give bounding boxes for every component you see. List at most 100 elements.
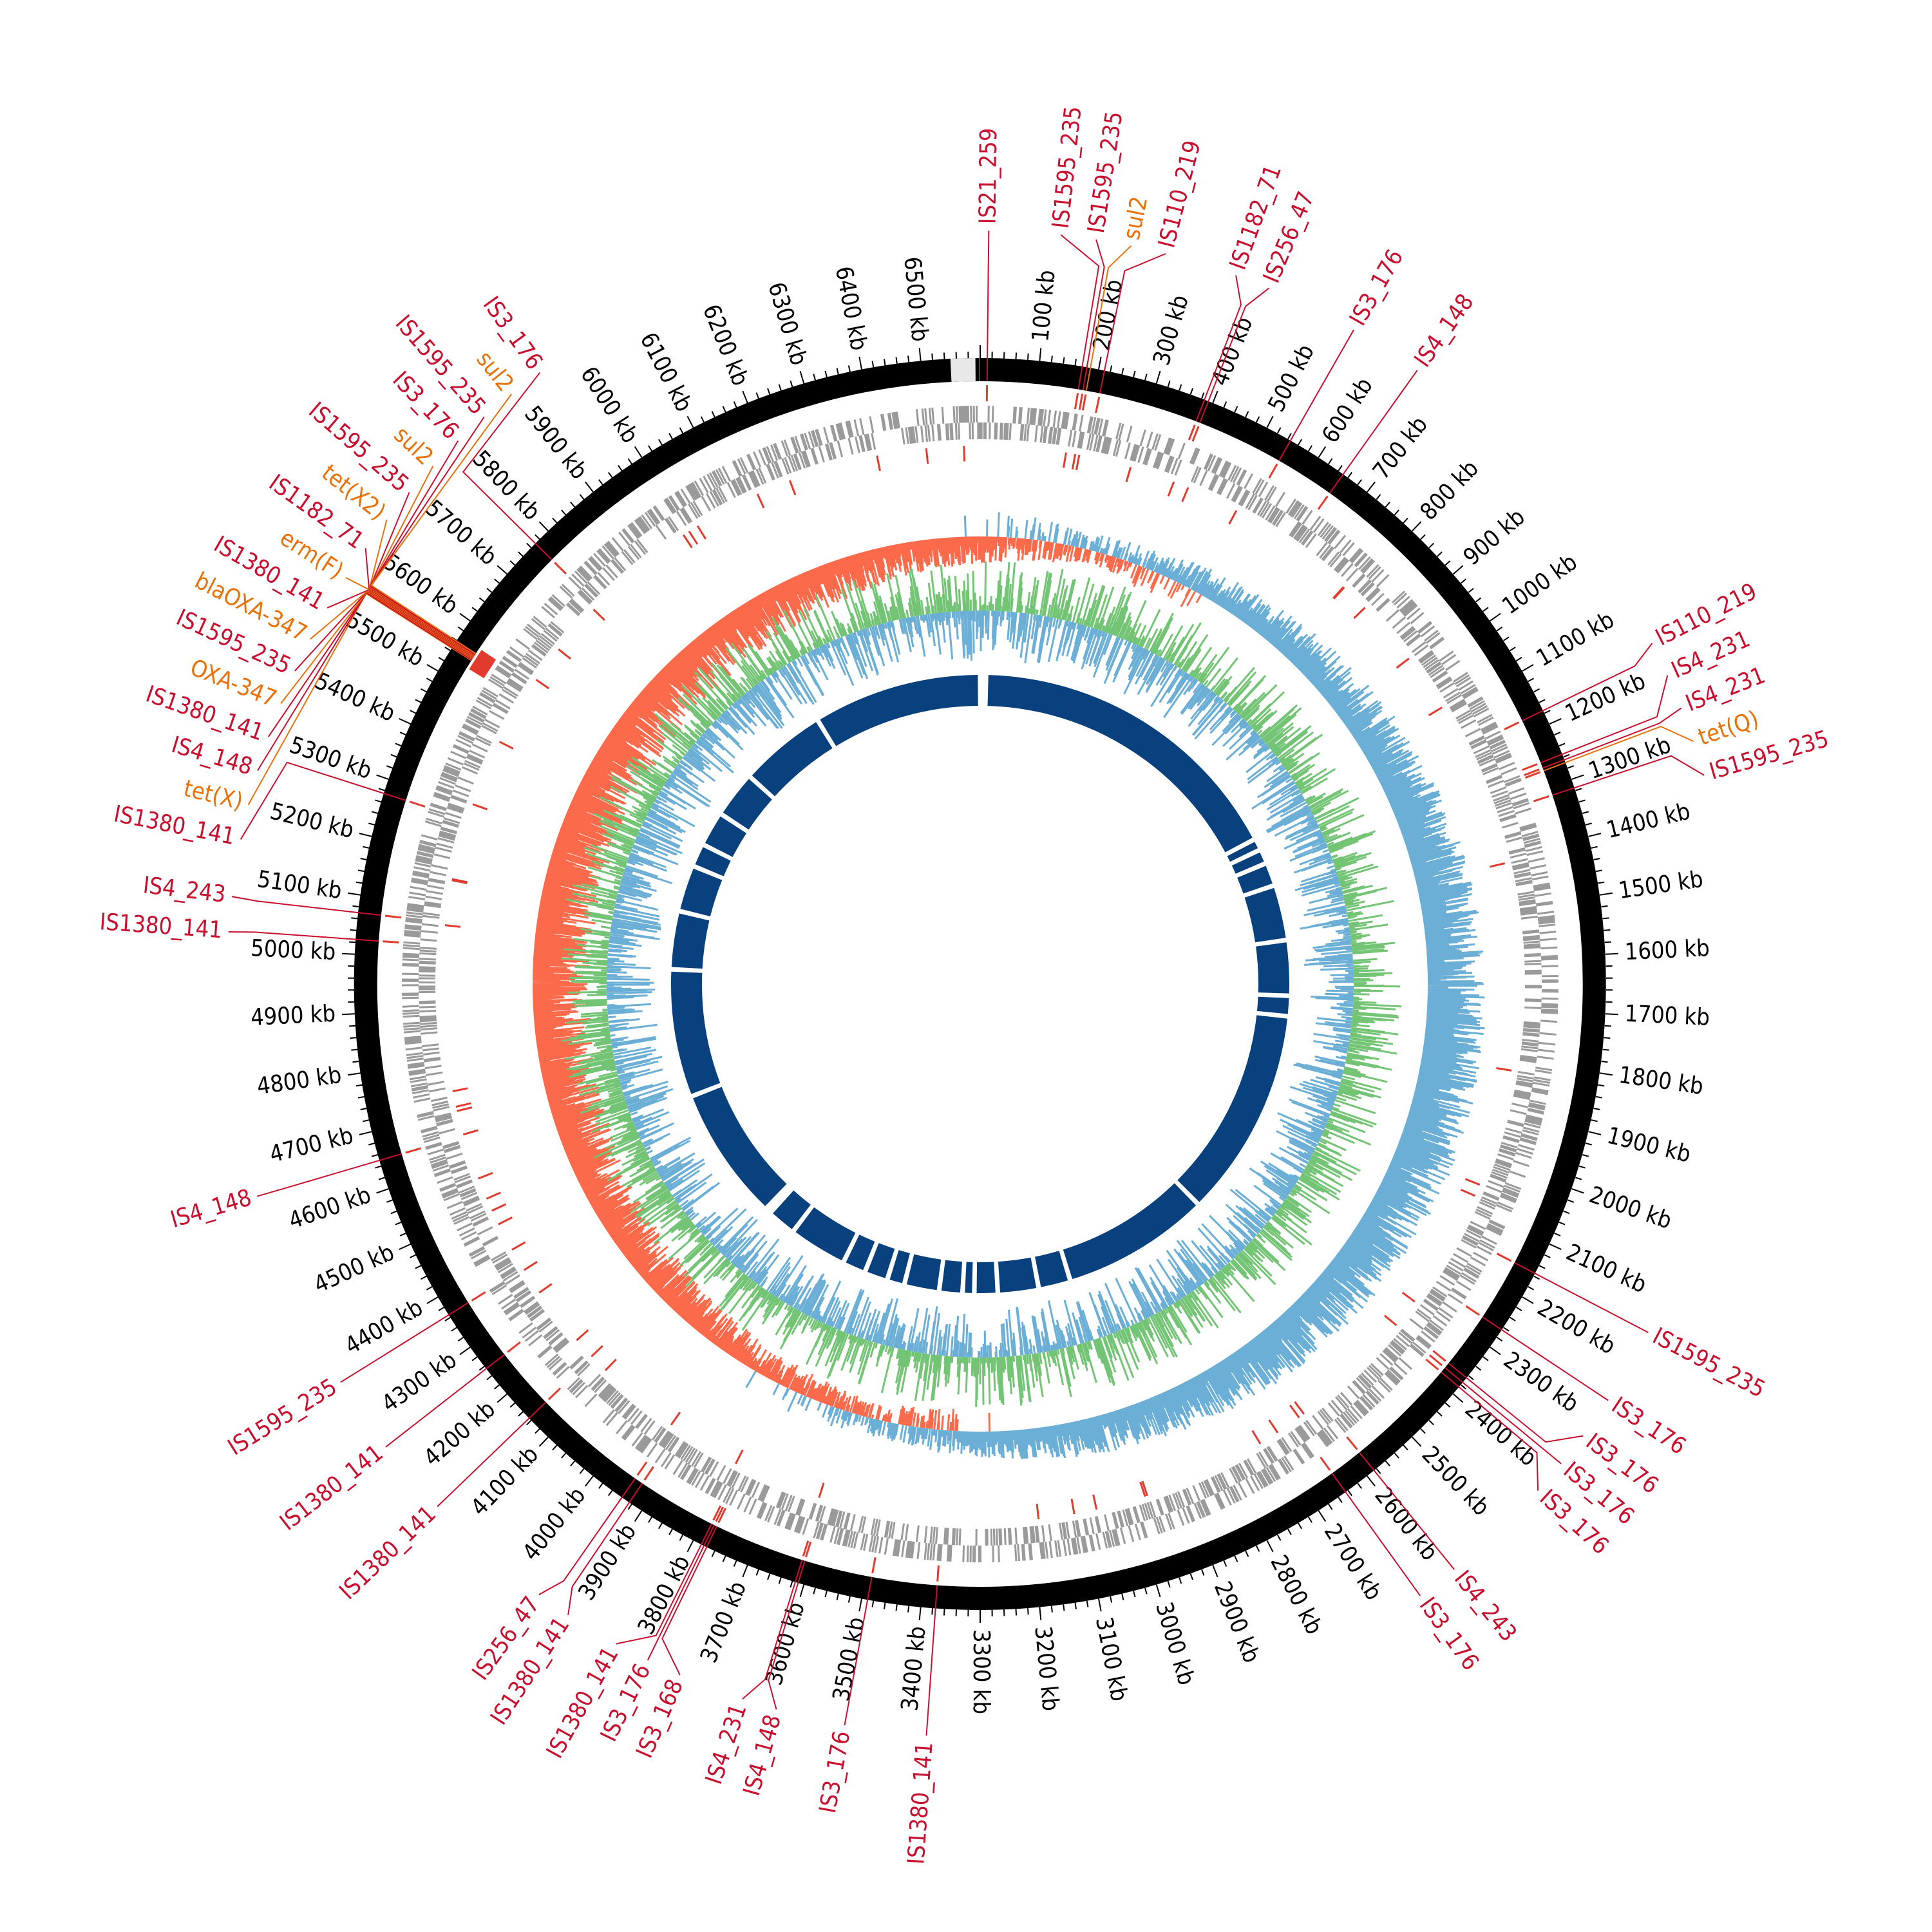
tick-label: 4000 kb — [518, 1482, 591, 1566]
tick-label: 1000 kb — [1497, 549, 1582, 620]
tick-label: 4800 kb — [255, 1062, 343, 1100]
tick-label: 4900 kb — [250, 1001, 336, 1031]
is-element-label: IS1380_141 — [99, 909, 223, 943]
is-element-label: IS21_259 — [975, 128, 1003, 225]
contig-block — [965, 1262, 973, 1293]
contig-block — [671, 913, 710, 969]
contig-block — [941, 1260, 963, 1293]
tick-label: 2200 kb — [1533, 1294, 1620, 1360]
contig-blocks-track — [670, 675, 1290, 1294]
gc-skew-track — [532, 512, 1485, 1459]
resistance-gene-label: tet(X) — [181, 775, 245, 815]
genome-backbone-ring — [354, 358, 1606, 1610]
tick-label: 900 kb — [1459, 504, 1530, 571]
tick-label: 6300 kb — [762, 279, 812, 368]
contig-block — [1177, 1015, 1287, 1202]
annotation-leader-line — [437, 1401, 547, 1508]
tick-label: 3400 kb — [896, 1625, 931, 1712]
tick-label: 2000 kb — [1586, 1182, 1675, 1235]
annotation-leader-line — [385, 1354, 506, 1448]
tick-label: 300 kb — [1148, 292, 1194, 368]
contig-block — [670, 971, 721, 1094]
feature-marks-track — [383, 385, 1549, 1582]
annotation-leader-line — [1441, 1372, 1539, 1491]
annotation-leader-line — [661, 1526, 717, 1676]
tick-label: 4600 kb — [285, 1182, 374, 1235]
gc-skew-negative — [532, 536, 1202, 1432]
tick-label: 5100 kb — [256, 866, 344, 904]
resistance-gene-label: sul2 — [1119, 194, 1153, 242]
tick-label: 6100 kb — [635, 328, 697, 416]
contig-block — [680, 868, 723, 916]
tick-label: 2700 kb — [1319, 1519, 1387, 1605]
annotation-leader-line — [1331, 1473, 1421, 1596]
is-element-label: IS1595_235 — [223, 1374, 341, 1461]
tick-label: 4400 kb — [341, 1294, 428, 1360]
annotation-leader-line — [240, 761, 406, 840]
annotation-leader-line — [647, 1524, 715, 1661]
tick-label: 1100 kb — [1532, 607, 1619, 672]
annotation-leader-line — [1540, 675, 1669, 764]
annotation-leader-line — [1448, 1363, 1584, 1443]
tick-label: 5800 kb — [468, 446, 545, 526]
cds-lines — [401, 405, 1559, 1563]
tick-label: 5900 kb — [519, 401, 592, 484]
is-element-label: IS3_176 — [815, 1729, 855, 1815]
tick-label: 3700 kb — [696, 1578, 752, 1667]
is-element-label: IS1380_141 — [334, 1501, 441, 1605]
tick-label: 3100 kb — [1090, 1615, 1132, 1703]
gc-content-high — [561, 561, 1402, 1407]
resistance-gene-label: tet(Q) — [1695, 706, 1762, 751]
annotation-leader-line — [1060, 234, 1100, 390]
annotation-leader-line — [231, 896, 382, 916]
tick-marks — [342, 345, 1618, 1623]
contig-block — [820, 675, 978, 746]
tick-label: 2600 kb — [1369, 1482, 1443, 1566]
contig-block — [1256, 942, 1290, 994]
tick-label: 4700 kb — [267, 1122, 356, 1168]
tick-label: 800 kb — [1416, 455, 1484, 526]
contig-block — [1063, 1183, 1197, 1280]
annotation-leader-line — [1444, 1367, 1562, 1464]
tick-label: 1400 kb — [1604, 798, 1693, 844]
annotation-leader-line — [742, 1559, 803, 1700]
contig-block — [1244, 887, 1286, 943]
annotation-leader-line — [925, 1585, 938, 1736]
annotation-leader-line — [1359, 1452, 1455, 1570]
tick-label: 1200 kb — [1561, 668, 1649, 727]
annotation-leader-line — [1522, 643, 1653, 721]
tick-label: 5400 kb — [311, 668, 399, 727]
tick-label: 1500 kb — [1617, 866, 1705, 904]
annotation-leader-line — [1278, 329, 1355, 461]
tick-label: 2900 kb — [1209, 1578, 1265, 1667]
contig-block — [1256, 996, 1289, 1014]
annotation-leader-line — [844, 1577, 873, 1726]
annotation-leader-line — [1542, 707, 1682, 769]
annotation-leader-line — [1329, 370, 1418, 494]
contig-block — [795, 1207, 856, 1261]
tick-label: 3000 kb — [1150, 1599, 1200, 1688]
tick-label: 4200 kb — [419, 1396, 501, 1472]
annotation-leader-line — [1514, 1262, 1649, 1333]
is-element-label: IS4_148 — [167, 1184, 254, 1233]
annotation-leader-line — [228, 931, 379, 942]
contig-block — [1227, 842, 1258, 862]
annotation-leader-line — [538, 1478, 636, 1596]
tick-label: 4100 kb — [466, 1441, 544, 1521]
gc-content-track — [561, 561, 1402, 1407]
resistance-cluster-block — [469, 650, 497, 679]
tick-label: 400 kb — [1207, 313, 1258, 390]
tick-label: 1600 kb — [1624, 935, 1710, 965]
tick-label: 3900 kb — [573, 1519, 641, 1605]
contig-block — [752, 722, 833, 797]
tick-label: 200 kb — [1088, 278, 1128, 353]
contig-block — [976, 1262, 996, 1294]
is-element-label: IS1595_235 — [1648, 1323, 1769, 1403]
tick-label: 3500 kb — [828, 1615, 870, 1703]
tick-label: 5000 kb — [250, 935, 336, 965]
annotation-leader-line — [768, 1560, 806, 1710]
tick-label: 3300 kb — [968, 1629, 994, 1714]
tick-label: 6500 kb — [898, 256, 933, 343]
